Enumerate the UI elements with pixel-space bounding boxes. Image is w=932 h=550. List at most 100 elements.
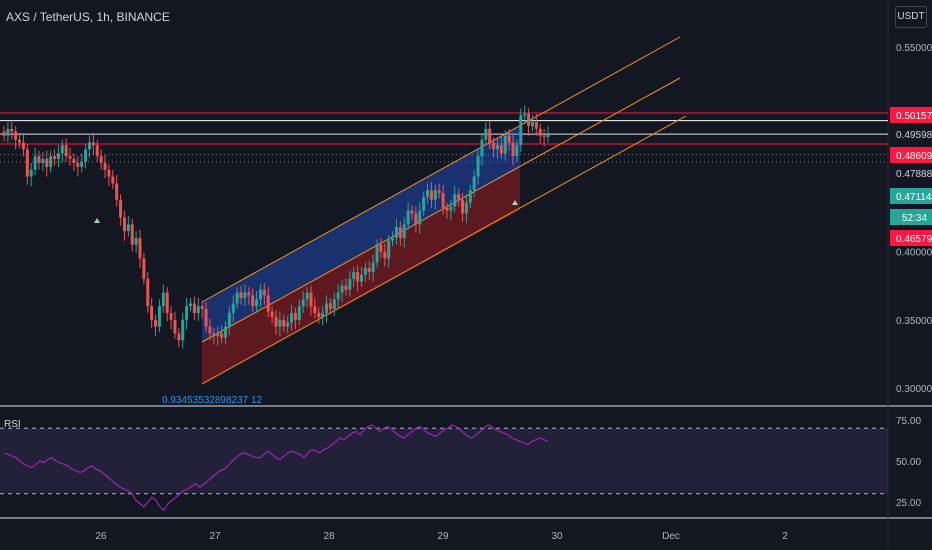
- y-tick-label: 0.35000: [896, 316, 932, 327]
- candle-body: [258, 289, 262, 300]
- price-label-box: [890, 107, 932, 123]
- candle-body: [414, 213, 418, 225]
- price-label-box: [890, 209, 932, 225]
- rsi-label: RSI: [4, 419, 21, 430]
- candle-body: [126, 224, 130, 232]
- candle-body: [68, 156, 72, 159]
- candle-body: [29, 169, 33, 177]
- candle-body: [274, 317, 278, 327]
- rsi-tick-label: 25.00: [896, 498, 921, 509]
- price-label-box: [890, 188, 932, 204]
- candle-body: [426, 190, 430, 198]
- candle-body: [216, 333, 220, 337]
- channel-mid-line: [201, 77, 681, 343]
- candle-body: [185, 306, 189, 320]
- y-tick-label: 0.40000: [896, 248, 932, 259]
- candle-body: [119, 199, 123, 218]
- candle-body: [480, 139, 484, 157]
- candle-body: [437, 190, 441, 193]
- candle-body: [72, 158, 76, 163]
- x-tick-label: 28: [323, 531, 335, 542]
- candle-body: [441, 192, 445, 208]
- candle-body: [91, 142, 95, 146]
- candle-body: [99, 156, 103, 163]
- candle-body: [305, 292, 309, 300]
- candle-body: [453, 194, 457, 207]
- candle-body: [41, 158, 45, 163]
- rsi-tick-label: 75.00: [896, 416, 921, 427]
- candle-body: [247, 292, 251, 296]
- candle-body: [468, 190, 472, 203]
- candle-body: [21, 142, 25, 150]
- price-label: 52:34: [902, 213, 927, 224]
- candle-body: [80, 161, 84, 168]
- x-tick-label: 2: [782, 531, 788, 542]
- candle-body: [169, 312, 173, 320]
- candle-body: [359, 274, 363, 282]
- candle-body: [53, 156, 57, 159]
- candle-body: [150, 306, 154, 320]
- candle-body: [352, 272, 356, 279]
- candle-body: [542, 135, 546, 138]
- candle-body: [60, 145, 64, 154]
- price-label: 0.46579: [896, 234, 932, 245]
- candle-body: [387, 240, 391, 259]
- currency-button[interactable]: USDT: [895, 6, 927, 28]
- candle-body: [161, 292, 165, 307]
- candle-body: [10, 128, 14, 132]
- price-label: 0.50157: [896, 111, 932, 122]
- x-tick-label: 29: [437, 531, 449, 542]
- candle-body: [484, 128, 488, 140]
- rsi-line: [3, 424, 549, 512]
- candle-body: [472, 176, 476, 191]
- candle-body: [255, 299, 259, 307]
- candle-body: [134, 237, 138, 245]
- candle-body: [33, 156, 37, 170]
- candle-body: [492, 142, 496, 150]
- candle-body: [200, 306, 204, 309]
- x-tick-label: 30: [551, 531, 563, 542]
- candle-body: [495, 145, 499, 150]
- candle-body: [278, 319, 282, 327]
- candle-body: [177, 333, 181, 341]
- candle-body: [220, 333, 224, 338]
- candle-body: [297, 306, 301, 320]
- price-label: 0.47114: [896, 192, 932, 203]
- candle-body: [445, 207, 449, 211]
- candle-body: [154, 319, 158, 327]
- signal-marker: [512, 200, 518, 205]
- candle-body: [449, 206, 453, 211]
- candle-body: [181, 319, 185, 341]
- candle-body: [515, 145, 519, 157]
- candle-body: [375, 244, 379, 263]
- candle-body: [45, 158, 49, 168]
- candle-body: [223, 326, 227, 338]
- candle-body: [107, 169, 111, 177]
- candle-body: [332, 299, 336, 309]
- candle-body: [340, 285, 344, 293]
- candle-body: [231, 303, 235, 313]
- candle-body: [325, 303, 329, 313]
- candle-body: [457, 194, 461, 200]
- candle-body: [309, 292, 313, 307]
- candle-body: [18, 139, 22, 143]
- candle-body: [2, 131, 6, 136]
- candle-body: [192, 303, 196, 313]
- candle-body: [406, 210, 410, 225]
- candle-body: [402, 224, 406, 238]
- candle-body: [301, 299, 305, 307]
- candle-body: [534, 122, 538, 129]
- candle-body: [173, 319, 177, 334]
- candle-body: [336, 292, 340, 300]
- candle-body: [371, 262, 375, 273]
- candle-body: [367, 267, 371, 273]
- candle-body: [499, 145, 503, 154]
- rsi-tick-label: 50.00: [896, 457, 921, 468]
- price-label: 0.47888: [896, 169, 932, 180]
- candle-body: [418, 210, 422, 225]
- x-tick-label: Dec: [662, 531, 680, 542]
- candle-body: [321, 312, 325, 318]
- candle-body: [262, 289, 266, 296]
- price-label-box: [890, 147, 932, 163]
